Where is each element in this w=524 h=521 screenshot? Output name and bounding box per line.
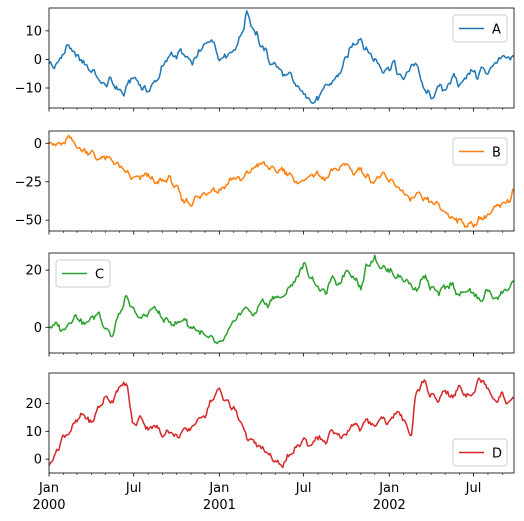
- x-tick-label: Jul: [295, 481, 312, 496]
- y-tick-label: 0: [34, 53, 42, 68]
- legend-label: C: [95, 268, 104, 283]
- legend-label: B: [492, 146, 501, 161]
- legend-D: D: [452, 438, 508, 467]
- y-tick-label: 0: [34, 137, 42, 152]
- y-tick-label: 20: [25, 264, 42, 279]
- legend-B: B: [452, 137, 508, 166]
- subplot-B: −50 −25 0 B: [15, 130, 515, 235]
- y-tick-label: 20: [25, 397, 42, 412]
- legend-label: D: [492, 447, 502, 462]
- subplot-D: 0 10 20 D: [25, 372, 515, 477]
- axes-frame: [48, 372, 515, 474]
- x-tick-label: Jul: [465, 481, 482, 496]
- y-tick-label: −50: [15, 214, 42, 229]
- subplot-C: 0 20 C: [25, 252, 515, 357]
- series-line-C: [49, 254, 514, 345]
- axes-frame: [48, 7, 515, 109]
- series-line-A: [49, 10, 514, 104]
- x-tick-label: Jan: [208, 481, 229, 496]
- y-tick-label: 10: [25, 425, 42, 440]
- y-tick-label: −25: [15, 175, 42, 190]
- legend-label: A: [492, 23, 501, 38]
- shared-x-axis: Jan 2000 Jul Jan 2001 Jul Jan 2002 Jul: [32, 481, 481, 513]
- axes-frame: [48, 130, 515, 232]
- axes-frame: [48, 252, 515, 354]
- x-tick-label: Jan: [378, 481, 399, 496]
- x-tick-year-label: 2002: [373, 498, 406, 513]
- y-tick-label: 0: [34, 321, 42, 336]
- legend-A: A: [452, 14, 508, 43]
- legend-C: C: [55, 259, 111, 288]
- series-line-D: [49, 377, 514, 469]
- y-tick-label: −10: [15, 82, 42, 97]
- series-line-B: [49, 134, 514, 228]
- y-tick-label: 10: [25, 24, 42, 39]
- y-tick-label: 0: [34, 453, 42, 468]
- subplots: −10 0 10 A −50 −25 0 B 0 20 C 0 10 20 D: [15, 7, 515, 477]
- x-tick-year-label: 2000: [32, 498, 65, 513]
- x-tick-year-label: 2001: [203, 498, 236, 513]
- x-tick-label: Jan: [38, 481, 59, 496]
- subplot-A: −10 0 10 A: [15, 7, 515, 112]
- x-tick-label: Jul: [125, 481, 142, 496]
